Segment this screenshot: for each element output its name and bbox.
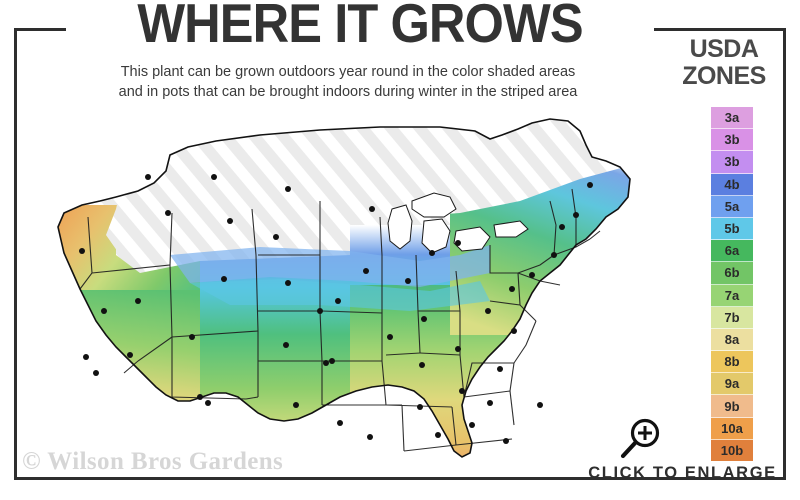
legend-swatch-3b-2[interactable]: 3b	[711, 151, 753, 174]
legend-swatch-8a[interactable]: 8a	[711, 328, 753, 352]
zone-fill-midwest	[200, 225, 450, 435]
legend-swatch-9b[interactable]: 9b	[711, 395, 753, 418]
legend-swatch-label: 3a	[724, 110, 740, 126]
legend-swatch-5b[interactable]: 5b	[711, 217, 753, 241]
legend-swatch-label: 8b	[724, 354, 740, 370]
subtitle: This plant can be grown outdoors year ro…	[58, 62, 638, 102]
legend-swatch-7b[interactable]: 7b	[711, 306, 753, 329]
map-background	[20, 105, 640, 470]
legend-swatch-6a[interactable]: 6a	[711, 240, 753, 263]
frame-border-left	[14, 28, 17, 480]
legend-swatch-9a[interactable]: 9a	[711, 373, 753, 396]
zone-fill-west	[58, 205, 250, 355]
frame-border-top-right	[654, 28, 786, 31]
zone-fill-northeast	[450, 135, 630, 335]
striped-region	[58, 119, 630, 457]
legend-swatch-label: 3b	[724, 132, 740, 148]
legend-swatch-label: 7a	[724, 287, 740, 303]
magnifier-plus-icon[interactable]	[618, 417, 662, 461]
legend-swatch-label: 7b	[724, 309, 740, 325]
map-zone-fills	[58, 119, 630, 457]
legend-swatch-6b[interactable]: 6b	[711, 262, 753, 285]
legend-swatch-label: 6b	[724, 265, 740, 281]
legend-swatch-5a[interactable]: 5a	[711, 195, 753, 218]
legend-swatch-8b[interactable]: 8b	[711, 351, 753, 374]
zone-fill-southwest	[58, 290, 270, 457]
legend-swatch-label: 9b	[724, 398, 740, 414]
legend-swatch-label: 5b	[724, 221, 740, 237]
state-borders	[79, 188, 601, 452]
legend-swatch-label: 9a	[724, 376, 740, 392]
legend-title-line-2: ZONES	[682, 62, 766, 90]
legend-swatch-4b[interactable]: 4b	[711, 173, 753, 196]
legend-swatch-10b[interactable]: 10b	[711, 439, 753, 461]
legend-title-line-1: USDA	[689, 35, 759, 63]
legend-swatch-label: 8a	[724, 331, 740, 347]
frame-border-right	[783, 28, 786, 480]
country-outline	[57, 118, 631, 458]
frame-border-top-left	[14, 28, 66, 31]
legend-swatch-label: 5a	[724, 198, 740, 214]
subtitle-line-1: This plant can be grown outdoors year ro…	[120, 64, 576, 80]
legend-swatch-label: 4b	[724, 176, 740, 192]
great-lakes	[387, 192, 529, 254]
legend-swatch-7a[interactable]: 7a	[711, 284, 753, 307]
legend-swatch-label: 10b	[720, 442, 744, 458]
legend-swatch-label: 6a	[724, 243, 740, 259]
striped-region-north-2	[116, 201, 350, 273]
unshaded-south-florida	[544, 425, 576, 457]
legend-swatch-10a[interactable]: 10a	[711, 417, 753, 440]
watermark: © Wilson Bros Gardens	[22, 448, 284, 475]
zone-fill-southeast	[350, 285, 580, 457]
usda-hardiness-map[interactable]	[20, 105, 640, 470]
legend-swatch-3b-1[interactable]: 3b	[711, 129, 753, 152]
usda-zone-legend[interactable]: 3a 3b 3b 4b 5a 5b 6a 6b 7a 7b 8a 8b 9a 9b 10a 10b	[711, 107, 753, 461]
frame-border-bottom	[14, 477, 786, 480]
zone-fill-cool-fringe	[190, 279, 490, 311]
legend-swatch-3a[interactable]: 3a	[711, 107, 753, 130]
subtitle-line-2: and in pots that can be brought indoors …	[118, 84, 578, 100]
legend-swatch-label: 3b	[724, 154, 740, 170]
city-dots	[79, 174, 593, 444]
click-to-enlarge-label[interactable]: CLICK TO ENLARGE	[588, 464, 777, 482]
legend-title: USDA ZONES	[668, 36, 780, 90]
striped-region-north	[106, 119, 630, 255]
zone-fill-cold-fringe	[170, 245, 490, 287]
page-title: WHERE IT GROWS	[137, 0, 583, 54]
legend-swatch-label: 10a	[721, 420, 743, 436]
